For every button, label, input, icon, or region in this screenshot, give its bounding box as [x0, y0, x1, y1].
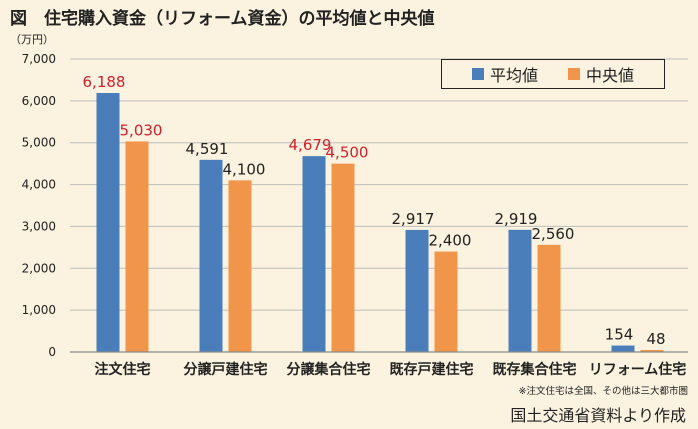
legend-swatch-average: [471, 68, 484, 80]
chart-title: 図 住宅購入資金（リフォーム資金）の平均値と中央値: [10, 9, 435, 29]
data-label-median: 5,030: [120, 121, 163, 139]
data-label-average: 2,917: [392, 210, 435, 228]
bar-median: [331, 163, 355, 352]
legend-item-average: 平均値: [471, 62, 538, 86]
legend-swatch-median: [568, 68, 580, 80]
bar-average: [302, 156, 326, 352]
bar-median: [640, 349, 664, 352]
data-label-median: 4,500: [326, 144, 369, 162]
y-tick-label: 1,000: [22, 303, 56, 317]
y-tick-label: 5,000: [22, 136, 56, 150]
y-axis-ticks: 0 1,000 2,000 3,000 4,000 5,000 6,000 7,000: [22, 52, 56, 359]
bar-average: [199, 159, 223, 352]
data-label-median: 2,560: [532, 225, 575, 243]
x-tick-label: 分譲集合住宅: [287, 361, 371, 378]
bar-median: [125, 141, 149, 352]
bar-median: [537, 244, 561, 352]
bar-average: [96, 92, 120, 352]
x-axis-ticks: 注文住宅 分譲戸建住宅 分譲集合住宅 既存戸建住宅 既存集合住宅 リフォーム住宅: [70, 351, 688, 378]
x-tick-label: 既存戸建住宅: [390, 361, 474, 378]
bar-average: [405, 229, 429, 352]
data-label-median: 48: [646, 330, 665, 348]
footnote: ※注文住宅は全国、その他は三大都市圏: [518, 386, 688, 397]
data-label-average: 154: [605, 326, 634, 344]
x-tick-label: 分譲戸建住宅: [184, 361, 268, 378]
x-tick-label: リフォーム住宅: [589, 361, 687, 378]
legend-item-median: 中央値: [568, 62, 634, 86]
y-tick-label: 7,000: [22, 52, 56, 66]
x-tick-label: 既存集合住宅: [493, 361, 577, 378]
bar-average: [611, 345, 635, 352]
x-tick-label: 注文住宅: [95, 361, 151, 378]
y-tick-label: 3,000: [22, 219, 56, 233]
legend: 平均値 中央値: [441, 59, 665, 89]
data-label-average: 4,591: [186, 140, 229, 158]
data-label-average: 4,679: [289, 136, 332, 154]
y-tick-label: 2,000: [22, 261, 56, 275]
legend-label-median: 中央値: [586, 66, 635, 85]
source-credit: 国土交通省資料より作成: [510, 406, 686, 425]
y-tick-label: 0: [48, 345, 56, 359]
bar-average: [508, 229, 532, 352]
data-label-median: 2,400: [429, 232, 472, 250]
legend-label-average: 平均値: [489, 66, 538, 85]
data-label-average: 6,188: [83, 73, 126, 91]
grid-lines: [70, 58, 688, 353]
data-label-median: 4,100: [223, 160, 266, 178]
data-label-average: 2,919: [495, 210, 538, 228]
bar-median: [228, 180, 252, 352]
y-tick-label: 4,000: [22, 178, 56, 192]
bars: [96, 92, 664, 352]
bar-median: [434, 251, 458, 352]
y-tick-label: 6,000: [22, 94, 56, 108]
y-axis-unit: （万円）: [10, 33, 54, 46]
